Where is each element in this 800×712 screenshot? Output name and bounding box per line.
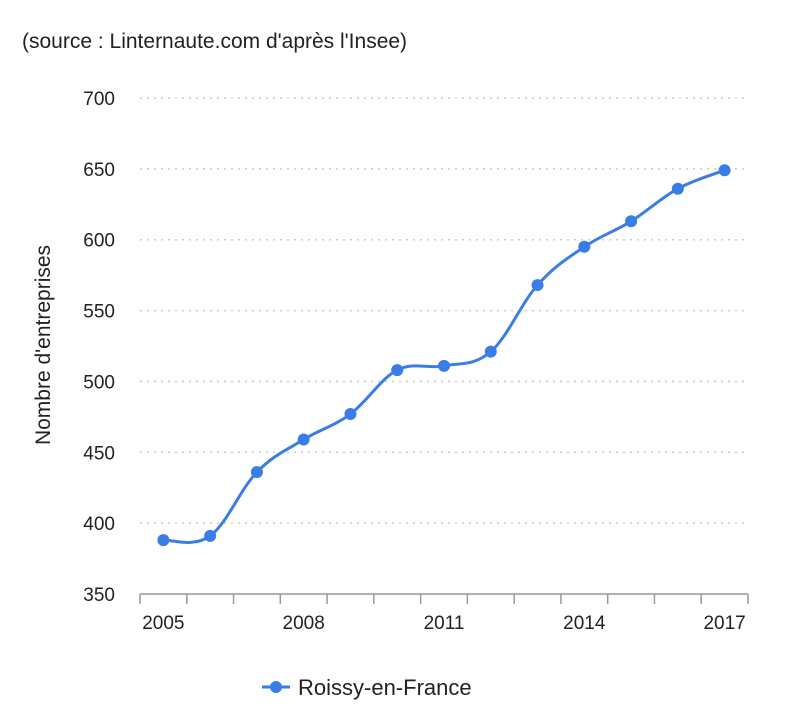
data-point-2017[interactable] <box>718 164 731 177</box>
data-point-2011[interactable] <box>438 359 450 372</box>
y-tick-label-650: 650 <box>83 160 115 181</box>
data-point-2012[interactable] <box>484 345 497 358</box>
x-tick-label-2005: 2005 <box>142 613 184 634</box>
y-tick-label-550: 550 <box>83 302 115 323</box>
source-note: (source : Linternaute.com d'après l'Inse… <box>22 30 408 53</box>
y-tick-label-700: 700 <box>83 89 115 110</box>
series-roissy-en-france <box>157 164 731 547</box>
legend-marker <box>270 681 282 693</box>
data-point-2014[interactable] <box>578 240 591 253</box>
y-tick-label-500: 500 <box>83 372 115 393</box>
x-tick-label-2011: 2011 <box>424 613 465 634</box>
y-tick-label-350: 350 <box>83 585 115 606</box>
legend[interactable]: Roissy-en-France <box>262 675 472 700</box>
x-tick-label-2017: 2017 <box>703 613 745 634</box>
x-tick-label-2008: 2008 <box>283 613 325 634</box>
x-tick-label-2014: 2014 <box>563 613 606 634</box>
legend-label-roissy-en-france: Roissy-en-France <box>298 675 472 700</box>
data-point-2007[interactable] <box>250 466 263 479</box>
data-point-2010[interactable] <box>391 364 404 377</box>
series-line <box>163 168 726 544</box>
x-axis: 2005 2008 2011 2014 2017 <box>139 593 749 634</box>
data-point-2015[interactable] <box>625 215 638 228</box>
data-point-2008[interactable] <box>297 433 310 446</box>
y-axis: 350 400 450 500 550 600 650 700 <box>83 89 115 606</box>
data-point-2006[interactable] <box>204 529 217 542</box>
data-point-2009[interactable] <box>344 408 357 421</box>
data-point-2005[interactable] <box>157 534 170 547</box>
data-point-2016[interactable] <box>671 182 684 195</box>
y-tick-label-600: 600 <box>83 231 115 252</box>
y-tick-label-400: 400 <box>83 514 115 535</box>
y-tick-label-450: 450 <box>83 443 115 464</box>
y-axis-label: Nombre d'entreprises <box>32 245 55 445</box>
data-point-2013[interactable] <box>531 279 544 292</box>
grid-lines <box>140 97 748 524</box>
